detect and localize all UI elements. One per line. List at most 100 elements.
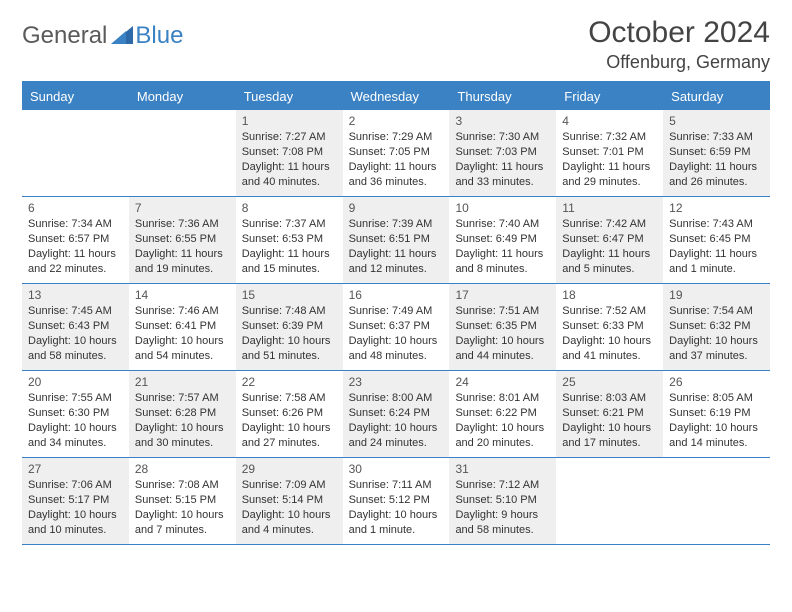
daylight-text: Daylight: 10 hours and 54 minutes. xyxy=(135,334,230,364)
sunset-text: Sunset: 6:57 PM xyxy=(28,232,123,247)
day-header-row: SundayMondayTuesdayWednesdayThursdayFrid… xyxy=(22,83,770,110)
daylight-text: Daylight: 10 hours and 27 minutes. xyxy=(242,421,337,451)
sunrise-text: Sunrise: 7:48 AM xyxy=(242,304,337,319)
day-number: 28 xyxy=(135,461,230,477)
daylight-text: Daylight: 10 hours and 24 minutes. xyxy=(349,421,444,451)
logo-text-blue: Blue xyxy=(135,22,183,50)
title-block: October 2024 Offenburg, Germany xyxy=(588,16,770,73)
sunrise-text: Sunrise: 7:55 AM xyxy=(28,391,123,406)
day-number: 7 xyxy=(135,200,230,216)
day-cell: 10Sunrise: 7:40 AMSunset: 6:49 PMDayligh… xyxy=(449,197,556,283)
day-number: 9 xyxy=(349,200,444,216)
day-number: 8 xyxy=(242,200,337,216)
sunrise-text: Sunrise: 7:49 AM xyxy=(349,304,444,319)
day-number: 26 xyxy=(669,374,764,390)
day-number: 29 xyxy=(242,461,337,477)
day-cell: 18Sunrise: 7:52 AMSunset: 6:33 PMDayligh… xyxy=(556,284,663,370)
day-number: 6 xyxy=(28,200,123,216)
daylight-text: Daylight: 10 hours and 30 minutes. xyxy=(135,421,230,451)
day-cell: 31Sunrise: 7:12 AMSunset: 5:10 PMDayligh… xyxy=(449,458,556,544)
week-row: 13Sunrise: 7:45 AMSunset: 6:43 PMDayligh… xyxy=(22,284,770,371)
sunset-text: Sunset: 6:26 PM xyxy=(242,406,337,421)
day-cell: 15Sunrise: 7:48 AMSunset: 6:39 PMDayligh… xyxy=(236,284,343,370)
day-number: 25 xyxy=(562,374,657,390)
sunrise-text: Sunrise: 7:33 AM xyxy=(669,130,764,145)
day-cell: 17Sunrise: 7:51 AMSunset: 6:35 PMDayligh… xyxy=(449,284,556,370)
daylight-text: Daylight: 10 hours and 58 minutes. xyxy=(28,334,123,364)
header: General Blue October 2024 Offenburg, Ger… xyxy=(22,16,770,73)
day-number: 4 xyxy=(562,113,657,129)
sunset-text: Sunset: 6:49 PM xyxy=(455,232,550,247)
day-cell: 16Sunrise: 7:49 AMSunset: 6:37 PMDayligh… xyxy=(343,284,450,370)
sunset-text: Sunset: 5:12 PM xyxy=(349,493,444,508)
day-number: 30 xyxy=(349,461,444,477)
daylight-text: Daylight: 11 hours and 5 minutes. xyxy=(562,247,657,277)
sunset-text: Sunset: 6:51 PM xyxy=(349,232,444,247)
day-cell: 27Sunrise: 7:06 AMSunset: 5:17 PMDayligh… xyxy=(22,458,129,544)
daylight-text: Daylight: 10 hours and 51 minutes. xyxy=(242,334,337,364)
day-cell: 4Sunrise: 7:32 AMSunset: 7:01 PMDaylight… xyxy=(556,110,663,196)
day-number: 12 xyxy=(669,200,764,216)
day-cell xyxy=(22,110,129,196)
daylight-text: Daylight: 10 hours and 41 minutes. xyxy=(562,334,657,364)
day-cell: 26Sunrise: 8:05 AMSunset: 6:19 PMDayligh… xyxy=(663,371,770,457)
day-number: 27 xyxy=(28,461,123,477)
day-number: 5 xyxy=(669,113,764,129)
sunset-text: Sunset: 6:45 PM xyxy=(669,232,764,247)
page-title: October 2024 xyxy=(588,16,770,50)
sunset-text: Sunset: 6:41 PM xyxy=(135,319,230,334)
daylight-text: Daylight: 11 hours and 29 minutes. xyxy=(562,160,657,190)
sunset-text: Sunset: 6:35 PM xyxy=(455,319,550,334)
day-cell: 3Sunrise: 7:30 AMSunset: 7:03 PMDaylight… xyxy=(449,110,556,196)
day-number: 23 xyxy=(349,374,444,390)
sunset-text: Sunset: 7:01 PM xyxy=(562,145,657,160)
day-number: 3 xyxy=(455,113,550,129)
logo: General Blue xyxy=(22,16,183,50)
daylight-text: Daylight: 10 hours and 14 minutes. xyxy=(669,421,764,451)
sunrise-text: Sunrise: 8:05 AM xyxy=(669,391,764,406)
daylight-text: Daylight: 11 hours and 15 minutes. xyxy=(242,247,337,277)
sunset-text: Sunset: 5:15 PM xyxy=(135,493,230,508)
day-header: Thursday xyxy=(449,83,556,110)
logo-triangle-icon xyxy=(111,26,133,49)
day-cell: 12Sunrise: 7:43 AMSunset: 6:45 PMDayligh… xyxy=(663,197,770,283)
day-number: 17 xyxy=(455,287,550,303)
sunset-text: Sunset: 6:33 PM xyxy=(562,319,657,334)
day-cell: 22Sunrise: 7:58 AMSunset: 6:26 PMDayligh… xyxy=(236,371,343,457)
day-cell: 29Sunrise: 7:09 AMSunset: 5:14 PMDayligh… xyxy=(236,458,343,544)
day-number: 1 xyxy=(242,113,337,129)
sunset-text: Sunset: 6:37 PM xyxy=(349,319,444,334)
week-row: 6Sunrise: 7:34 AMSunset: 6:57 PMDaylight… xyxy=(22,197,770,284)
sunset-text: Sunset: 6:55 PM xyxy=(135,232,230,247)
sunset-text: Sunset: 5:14 PM xyxy=(242,493,337,508)
day-number: 24 xyxy=(455,374,550,390)
daylight-text: Daylight: 11 hours and 36 minutes. xyxy=(349,160,444,190)
sunrise-text: Sunrise: 8:03 AM xyxy=(562,391,657,406)
daylight-text: Daylight: 10 hours and 34 minutes. xyxy=(28,421,123,451)
day-cell: 8Sunrise: 7:37 AMSunset: 6:53 PMDaylight… xyxy=(236,197,343,283)
sunrise-text: Sunrise: 7:45 AM xyxy=(28,304,123,319)
week-row: 27Sunrise: 7:06 AMSunset: 5:17 PMDayligh… xyxy=(22,458,770,545)
sunrise-text: Sunrise: 7:57 AM xyxy=(135,391,230,406)
day-cell: 14Sunrise: 7:46 AMSunset: 6:41 PMDayligh… xyxy=(129,284,236,370)
day-header: Friday xyxy=(556,83,663,110)
sunset-text: Sunset: 6:19 PM xyxy=(669,406,764,421)
day-cell: 9Sunrise: 7:39 AMSunset: 6:51 PMDaylight… xyxy=(343,197,450,283)
daylight-text: Daylight: 10 hours and 1 minute. xyxy=(349,508,444,538)
sunrise-text: Sunrise: 7:08 AM xyxy=(135,478,230,493)
day-cell: 7Sunrise: 7:36 AMSunset: 6:55 PMDaylight… xyxy=(129,197,236,283)
sunrise-text: Sunrise: 8:00 AM xyxy=(349,391,444,406)
day-number: 22 xyxy=(242,374,337,390)
daylight-text: Daylight: 10 hours and 20 minutes. xyxy=(455,421,550,451)
location-label: Offenburg, Germany xyxy=(588,52,770,73)
sunrise-text: Sunrise: 7:46 AM xyxy=(135,304,230,319)
sunrise-text: Sunrise: 7:12 AM xyxy=(455,478,550,493)
daylight-text: Daylight: 10 hours and 37 minutes. xyxy=(669,334,764,364)
day-number: 10 xyxy=(455,200,550,216)
sunrise-text: Sunrise: 7:54 AM xyxy=(669,304,764,319)
day-number: 20 xyxy=(28,374,123,390)
day-number: 2 xyxy=(349,113,444,129)
sunset-text: Sunset: 6:22 PM xyxy=(455,406,550,421)
sunrise-text: Sunrise: 7:39 AM xyxy=(349,217,444,232)
logo-text-general: General xyxy=(22,22,107,50)
